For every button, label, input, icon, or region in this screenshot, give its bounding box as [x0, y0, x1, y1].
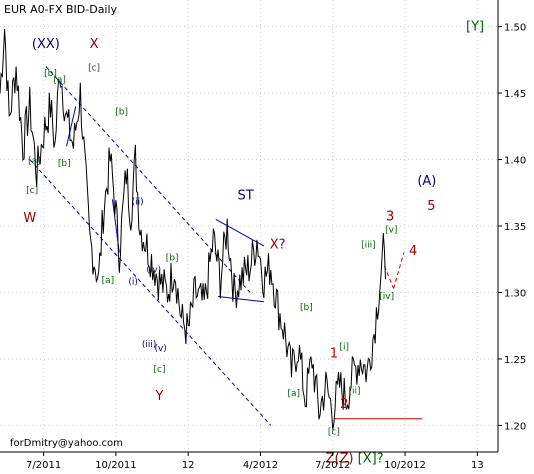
y-axis-ticks: 1.20 1.25 1.30 1.35 1.40 1.45 1.50 [498, 23, 526, 432]
wave-label: [b] [58, 159, 71, 169]
wave-label: (v) [154, 344, 166, 354]
wave-label: [a] [28, 157, 41, 167]
plot-area [0, 0, 498, 452]
wave-label: [iv] [379, 292, 394, 302]
footer-email: forDmitry@yahoo.com [10, 438, 123, 449]
x-tick-label: 7/2012 [315, 460, 350, 471]
wave-label: (iii) [142, 340, 157, 350]
channel-line [215, 218, 265, 247]
wave-label: [b] [166, 254, 179, 264]
wave-label: [Y] [466, 20, 484, 35]
x-tick-label: 10/2011 [95, 460, 137, 471]
wave-label: 3 [386, 210, 394, 225]
y-tick-label: 1.35 [504, 222, 526, 233]
y-tick-label: 1.30 [504, 288, 526, 299]
wave-label: [a] [287, 389, 300, 399]
x-tick-label: 4/2012 [243, 460, 278, 471]
wave-label: [v] [385, 226, 397, 236]
wave-labels: (XX) X[a][b][c][b][a] [b][c]W(ii)[a] (i)(iv… [23, 20, 484, 467]
y-tick-label: 1.50 [504, 23, 526, 34]
wave-label: [b] [300, 303, 313, 313]
wave-label: 5 [427, 199, 435, 214]
grid [0, 0, 498, 452]
wave-label: X [90, 37, 99, 52]
wave-label: 4 [409, 244, 417, 259]
wave-label: W [23, 211, 36, 226]
wave-label: 2 [340, 397, 348, 412]
wave-label: [X]? [358, 452, 384, 467]
price-line [0, 28, 386, 430]
wave-label: [c] [328, 428, 340, 438]
wave-label: (i) [128, 277, 138, 287]
chart-title: EUR A0-FX BID-Daily [4, 3, 118, 16]
wave-label: (XX) [32, 37, 60, 52]
channel-line [66, 106, 77, 147]
wave-label: [a] [53, 75, 66, 85]
price-series [0, 28, 386, 430]
wave-label: [b] [44, 69, 57, 79]
wave-label: [iii] [361, 240, 376, 250]
channel-line [217, 295, 264, 303]
x-axis-ticks: 7/2011 10/2011 12 4/2012 7/2012 10/2012 13 [26, 452, 484, 471]
channel-line [29, 159, 272, 426]
wave-label: [i] [339, 343, 349, 353]
wave-label: ST [237, 188, 253, 203]
x-tick-label: 10/2012 [384, 460, 426, 471]
x-tick-label: 12 [182, 460, 195, 471]
x-tick-label: 13 [471, 460, 484, 471]
y-tick-label: 1.45 [504, 89, 526, 100]
y-tick-label: 1.20 [504, 421, 526, 432]
wave-label: (iv) [146, 266, 161, 276]
wave-label: [c] [154, 365, 166, 375]
channel-line [393, 252, 405, 289]
wave-label: [c] [88, 63, 100, 73]
wave-label: X? [270, 238, 286, 253]
y-tick-label: 1.25 [504, 355, 526, 366]
wave-label: [ii] [349, 387, 361, 397]
wave-label: [c] [26, 186, 38, 196]
wave-label: [b] [115, 107, 128, 117]
wave-label: (ii) [132, 198, 144, 208]
wave-label: Y [155, 389, 164, 404]
wave-label: (A) [417, 174, 436, 189]
y-tick-label: 1.40 [504, 156, 526, 167]
wave-label: [a] [102, 276, 115, 286]
wave-label: 1 [330, 347, 338, 362]
x-tick-label: 7/2011 [26, 460, 61, 471]
